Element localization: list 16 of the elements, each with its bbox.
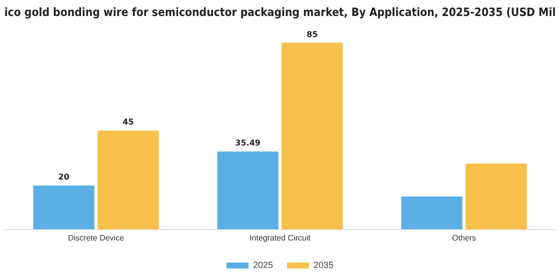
x-tick-label: Others bbox=[452, 233, 476, 242]
bar bbox=[98, 130, 159, 230]
bar bbox=[217, 151, 278, 230]
legend-label: 2025 bbox=[252, 260, 274, 270]
bar bbox=[466, 164, 527, 230]
data-label: 35.49 bbox=[235, 138, 261, 148]
x-tick-label: Discrete Device bbox=[68, 233, 125, 242]
bar bbox=[33, 185, 94, 230]
data-label: 45 bbox=[122, 118, 134, 127]
data-label: 85 bbox=[306, 30, 318, 39]
bar bbox=[401, 196, 462, 230]
legend-label: 2035 bbox=[314, 260, 334, 270]
data-label: 20 bbox=[58, 172, 70, 182]
x-tick-label: Integrated Circuit bbox=[250, 233, 312, 242]
chart-title: ico gold bonding wire for semiconductor packaging market, By Application, 2025-2035 (USD Mil bbox=[4, 5, 556, 20]
bar bbox=[282, 42, 343, 230]
